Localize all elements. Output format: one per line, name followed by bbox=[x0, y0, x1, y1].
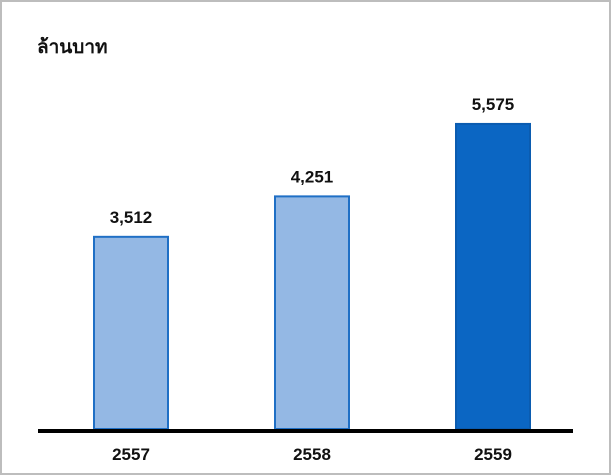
x-tick-label-2557: 2557 bbox=[112, 445, 150, 464]
bar-2558 bbox=[274, 195, 350, 430]
x-tick-label-2559: 2559 bbox=[474, 445, 512, 464]
value-label-2559: 5,575 bbox=[472, 95, 515, 114]
unit-label: ล้านบาท bbox=[37, 36, 108, 58]
x-tick-label-2558: 2558 bbox=[293, 445, 331, 464]
bar-2557 bbox=[93, 235, 169, 430]
bar-2559 bbox=[455, 122, 531, 430]
value-label-2558: 4,251 bbox=[291, 167, 334, 186]
value-label-2557: 3,512 bbox=[110, 208, 153, 227]
